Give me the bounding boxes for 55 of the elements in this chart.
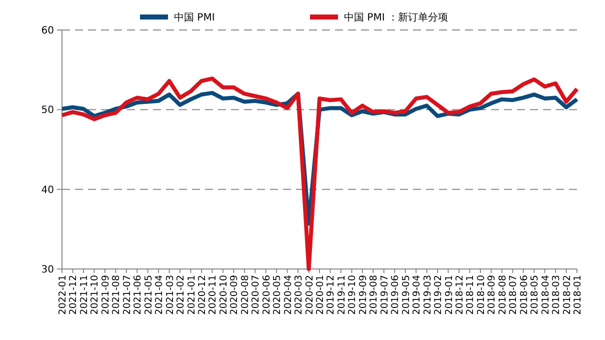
x-tick-label: 2020-12 bbox=[196, 275, 208, 315]
y-tick-label: 40 bbox=[41, 184, 54, 196]
x-tick-label: 2021-07 bbox=[122, 275, 133, 315]
x-tick-label: 2020-08 bbox=[240, 275, 251, 315]
x-tick-label: 2020-11 bbox=[208, 275, 219, 315]
x-tick-label: 2021-09 bbox=[100, 275, 112, 315]
legend-label: 中国 PMI bbox=[174, 12, 215, 24]
x-tick-label: 2019-10 bbox=[347, 275, 358, 315]
x-tick-label: 2021-05 bbox=[143, 275, 154, 315]
x-tick-label: 2019-03 bbox=[422, 275, 434, 315]
x-tick-label: 2018-08 bbox=[497, 275, 508, 315]
x-tick-label: 2020-10 bbox=[218, 275, 230, 315]
x-tick-label: 2021-08 bbox=[111, 275, 122, 315]
x-tick-label: 2019-05 bbox=[400, 275, 412, 315]
x-tick-label: 2019-08 bbox=[368, 275, 380, 315]
x-tick-label: 2020-02 bbox=[304, 275, 316, 315]
x-tick-label: 2018-11 bbox=[465, 275, 476, 315]
x-tick-label: 2019-04 bbox=[412, 275, 423, 315]
x-tick-label: 2020-07 bbox=[250, 275, 262, 315]
x-tick-label: 2021-11 bbox=[78, 275, 90, 315]
x-tick-label: 2021-01 bbox=[186, 275, 198, 315]
legend-label: 中国 PMI ：新订单分项 bbox=[344, 12, 448, 24]
x-tick-label: 2018-07 bbox=[508, 275, 520, 315]
x-tick-label: 2022-01 bbox=[58, 275, 68, 315]
x-tick-label: 2018-12 bbox=[454, 275, 466, 315]
x-tick-label: 2019-12 bbox=[326, 275, 337, 315]
y-tick-label: 60 bbox=[41, 26, 54, 36]
x-tick-label: 2020-05 bbox=[272, 275, 284, 315]
x-tick-label: 2019-09 bbox=[358, 275, 369, 315]
x-tick-label: 2019-01 bbox=[444, 275, 455, 315]
x-tick-label: 2020-01 bbox=[315, 275, 326, 315]
x-tick-label: 2020-06 bbox=[261, 275, 272, 315]
x-tick-label: 2021-03 bbox=[164, 275, 176, 315]
x-tick-label: 2019-02 bbox=[433, 275, 444, 315]
x-tick-label: 2021-06 bbox=[132, 275, 144, 315]
x-tick-label: 2019-06 bbox=[390, 275, 402, 315]
x-tick-label: 2020-04 bbox=[282, 275, 294, 315]
x-tick-label: 2021-12 bbox=[68, 275, 80, 315]
y-tick-label: 50 bbox=[41, 105, 54, 116]
x-tick-label: 2021-04 bbox=[154, 275, 166, 315]
y-tick-label: 30 bbox=[41, 264, 54, 276]
x-tick-label: 2020-09 bbox=[229, 275, 240, 315]
x-tick-label: 2018-03 bbox=[551, 275, 562, 315]
x-tick-label: 2021-10 bbox=[90, 275, 101, 315]
x-tick-label: 2018-02 bbox=[562, 275, 573, 315]
x-tick-label: 2018-06 bbox=[518, 275, 530, 315]
x-tick-label: 2019-07 bbox=[379, 275, 390, 315]
x-tick-label: 2019-11 bbox=[336, 275, 348, 315]
x-tick-label: 2018-09 bbox=[486, 275, 498, 315]
x-tick-label: 2018-04 bbox=[540, 275, 552, 315]
x-tick-label: 2018-05 bbox=[530, 275, 541, 315]
x-tick-label: 2020-03 bbox=[294, 275, 305, 315]
x-tick-label: 2018-01 bbox=[572, 275, 584, 315]
x-tick-label: 2021-02 bbox=[176, 275, 187, 315]
x-tick-label: 2018-10 bbox=[476, 275, 487, 315]
